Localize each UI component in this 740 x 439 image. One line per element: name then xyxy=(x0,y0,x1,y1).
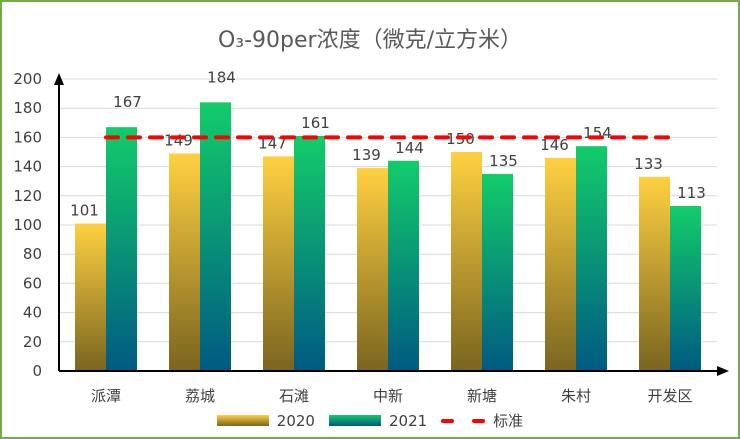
x-tick-label: 荔城 xyxy=(185,387,215,405)
bar-2021 xyxy=(576,146,607,371)
y-tick-label: 140 xyxy=(13,158,42,176)
data-label: 146 xyxy=(540,136,569,154)
bar-2020 xyxy=(639,176,670,371)
y-tick-label: 80 xyxy=(23,245,42,263)
legend-item-standard: 标准 xyxy=(441,410,523,431)
bar-2020 xyxy=(263,156,294,371)
y-tick-label: 120 xyxy=(13,187,42,205)
bar-2020 xyxy=(545,157,576,371)
y-tick-label: 60 xyxy=(23,274,42,292)
legend-label-2020: 2020 xyxy=(276,411,315,430)
legend-item-2020: 2020 xyxy=(216,411,315,430)
y-tick-label: 160 xyxy=(13,128,42,146)
chart-title: O₃-90per浓度（微克/立方米） xyxy=(217,28,523,53)
y-tick-label: 40 xyxy=(23,304,42,322)
x-tick-label: 派潭 xyxy=(91,387,121,405)
data-label: 144 xyxy=(395,139,424,157)
data-label: 184 xyxy=(207,68,236,86)
bar-2021 xyxy=(670,206,701,371)
data-label: 167 xyxy=(113,93,142,111)
bar-2021 xyxy=(106,127,137,372)
bar-2021 xyxy=(294,135,325,371)
legend: 2020 2021 标准 xyxy=(2,410,738,431)
y-tick-label: 20 xyxy=(23,333,42,351)
data-label: 154 xyxy=(583,124,612,142)
data-label: 135 xyxy=(489,152,518,170)
bar-2020 xyxy=(169,153,200,371)
legend-item-2021: 2021 xyxy=(328,411,428,430)
legend-swatch-standard xyxy=(441,418,486,423)
y-tick-label: 0 xyxy=(32,362,42,380)
bar-2021 xyxy=(482,173,513,371)
y-axis-arrow-icon xyxy=(54,73,64,85)
data-label: 133 xyxy=(634,155,663,173)
legend-label-2021: 2021 xyxy=(388,411,428,430)
bar-2020 xyxy=(357,168,388,371)
legend-swatch-2021 xyxy=(328,415,381,426)
x-axis-arrow-icon xyxy=(717,366,729,376)
bar-2021 xyxy=(388,160,419,371)
legend-label-standard: 标准 xyxy=(493,412,524,430)
bar-2020 xyxy=(451,152,482,371)
y-tick-label: 200 xyxy=(13,70,42,88)
bar-2021 xyxy=(200,102,231,372)
x-tick-label: 新塘 xyxy=(467,387,497,405)
data-label: 113 xyxy=(677,184,706,202)
data-label: 149 xyxy=(164,131,193,149)
x-tick-label: 开发区 xyxy=(647,387,692,405)
y-tick-label: 180 xyxy=(13,99,42,117)
data-label: 101 xyxy=(70,202,99,220)
x-tick-label: 中新 xyxy=(373,387,403,405)
x-tick-label: 朱村 xyxy=(561,387,591,405)
data-label: 139 xyxy=(352,146,381,164)
data-label: 161 xyxy=(301,114,330,132)
bar-2020 xyxy=(75,223,106,371)
legend-swatch-2020 xyxy=(216,415,269,426)
x-tick-label: 石滩 xyxy=(279,387,309,405)
y-tick-label: 100 xyxy=(13,216,42,234)
